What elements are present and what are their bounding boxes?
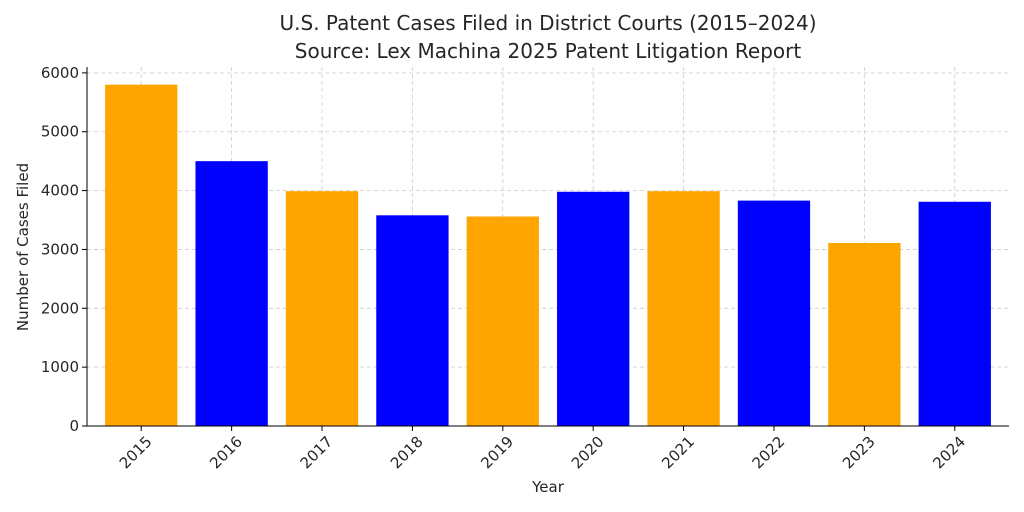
y-tick-label: 1000 (41, 358, 79, 376)
x-tick-label: 2017 (297, 433, 337, 473)
y-tick-label: 5000 (41, 123, 79, 141)
x-tick-label: 2016 (206, 433, 246, 473)
chart-title: U.S. Patent Cases Filed in District Cour… (280, 11, 817, 35)
x-tick-label: 2023 (839, 433, 879, 473)
axes (86, 67, 1009, 427)
x-tick-label: 2021 (658, 433, 698, 473)
x-tick-label: 2022 (749, 433, 789, 473)
bar-2015 (105, 84, 178, 427)
x-tick-label: 2018 (387, 433, 427, 473)
bar-2022 (737, 200, 811, 426)
bars (105, 84, 991, 427)
y-tick-label: 4000 (41, 182, 79, 200)
y-tick-label: 0 (69, 417, 79, 435)
y-tick-label: 2000 (41, 299, 79, 317)
bar-2020 (557, 191, 630, 426)
bar-2018 (376, 215, 449, 426)
bar-2017 (285, 191, 359, 426)
x-tick-label: 2019 (477, 433, 517, 473)
chart-subtitle: Source: Lex Machina 2025 Patent Litigati… (295, 39, 802, 63)
bar-2019 (466, 216, 539, 426)
bar-2016 (195, 161, 268, 426)
y-axis-label: Number of Cases Filed (14, 163, 32, 331)
x-tick-label: 2015 (116, 433, 156, 473)
x-tick-label: 2020 (568, 433, 608, 473)
y-tick-label: 6000 (41, 64, 79, 82)
x-tick-label: 2024 (929, 433, 969, 473)
y-tick-label: 3000 (41, 240, 79, 258)
x-axis-label: Year (531, 478, 565, 496)
bar-2021 (647, 191, 720, 426)
y-axis-ticks: 0 1000 2000 3000 4000 5000 6000 (41, 64, 87, 435)
x-axis-ticks: 2015 2016 2017 2018 2019 2020 2021 2022 2023 2024 (116, 426, 969, 472)
bar-2024 (918, 201, 991, 426)
bar-2023 (828, 242, 901, 426)
